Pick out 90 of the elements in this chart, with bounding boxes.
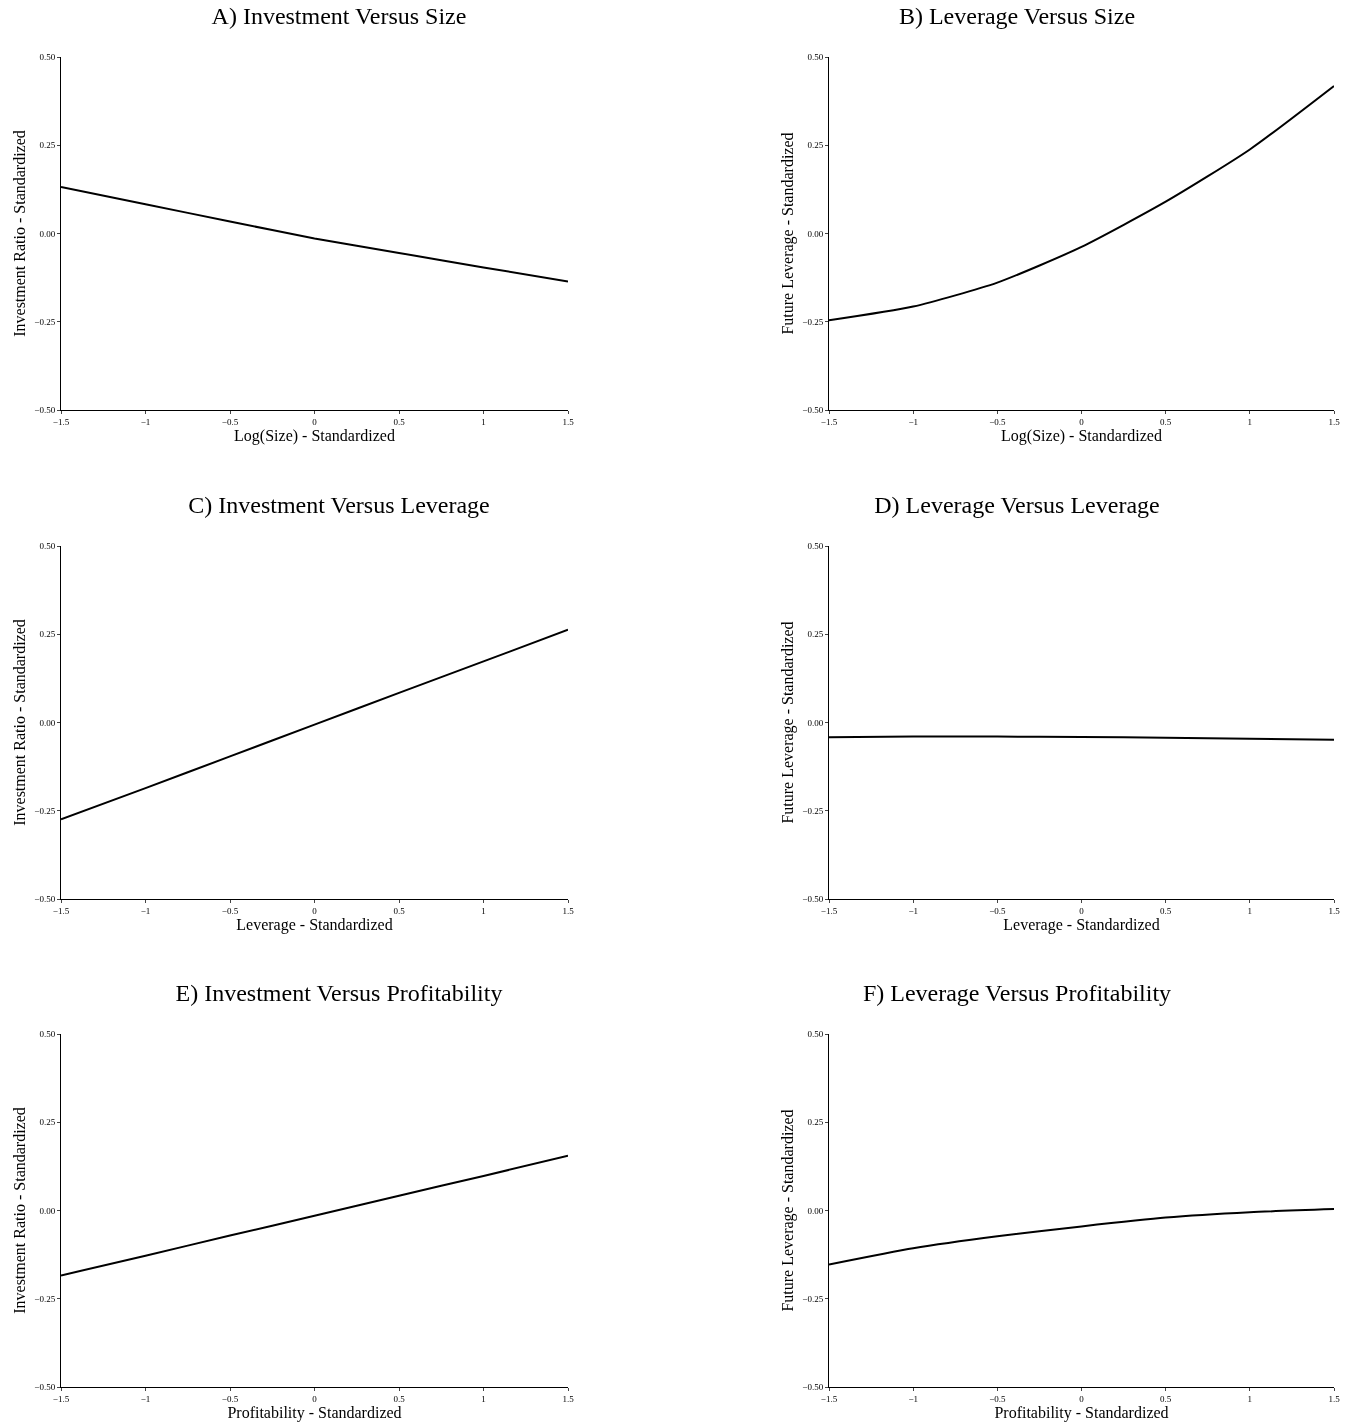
x-axis-title: Leverage - Standardized — [236, 915, 393, 934]
chart-title: E) Investment Versus Profitability — [175, 979, 503, 1006]
y-tick-label: −0.25 — [34, 1293, 56, 1304]
x-tick-label: −0.5 — [221, 416, 239, 427]
x-tick-label: −1 — [140, 905, 151, 916]
x-tick-label: 0 — [312, 416, 318, 427]
x-tick-label: 0 — [1079, 1393, 1085, 1404]
y-axis-title: Future Leverage - Standardized — [779, 1109, 798, 1312]
x-tick-label: 0.5 — [393, 905, 406, 916]
x-tick-label: 0 — [312, 1393, 318, 1404]
y-tick-label: −0.50 — [802, 405, 824, 416]
y-tick-label: 0.50 — [39, 52, 56, 63]
x-tick-label: −1.5 — [52, 416, 70, 427]
x-tick-label: 1.5 — [1328, 416, 1341, 427]
y-tick-label: 0.00 — [807, 228, 824, 239]
chart-title: A) Investment Versus Size — [211, 2, 467, 29]
y-tick-label: 0.50 — [39, 541, 56, 552]
x-tick-label: 0 — [312, 905, 318, 916]
y-tick-label: 0.25 — [807, 1117, 824, 1128]
x-axis-title: Leverage - Standardized — [1003, 915, 1160, 934]
x-tick-label: −1.5 — [52, 1393, 70, 1404]
x-tick-label: 0 — [1079, 416, 1085, 427]
y-tick-label: 0.25 — [39, 629, 56, 640]
x-tick-label: 1 — [481, 905, 486, 916]
y-tick-label: 0.25 — [807, 629, 824, 640]
y-tick-label: −0.25 — [802, 1293, 824, 1304]
x-tick-label: 1.5 — [1328, 1393, 1341, 1404]
chart-title: C) Investment Versus Leverage — [188, 491, 490, 518]
x-tick-label: 1 — [1247, 1393, 1253, 1404]
x-axis-title: Profitability - Standardized — [227, 1403, 402, 1422]
y-tick-label: 0.00 — [807, 717, 824, 728]
x-tick-label: −1.5 — [820, 416, 838, 427]
y-tick-label: 0.50 — [807, 1029, 824, 1040]
y-axis-title: Investment Ratio - Standardized — [11, 619, 29, 826]
y-tick-label: 0.50 — [807, 52, 824, 63]
y-tick-label: 0.00 — [39, 1205, 56, 1216]
y-axis-title: Investment Ratio - Standardized — [11, 1107, 29, 1314]
x-tick-label: 0.5 — [1160, 416, 1172, 427]
y-tick-label: 0.00 — [39, 717, 56, 728]
x-tick-label: 1 — [481, 1393, 486, 1404]
y-tick-label: −0.50 — [802, 1382, 824, 1393]
y-tick-label: −0.50 — [802, 894, 824, 905]
y-tick-label: 0.25 — [807, 140, 824, 151]
y-tick-label: 0.50 — [39, 1029, 56, 1040]
x-tick-label: −0.5 — [221, 905, 239, 916]
y-tick-label: 0.00 — [39, 228, 56, 239]
x-tick-label: 0.5 — [1160, 905, 1172, 916]
x-tick-label: −1 — [908, 416, 918, 427]
chart-title: D) Leverage Versus Leverage — [874, 491, 1160, 518]
x-tick-label: 1.5 — [562, 905, 575, 916]
y-tick-label: −0.25 — [802, 805, 824, 816]
y-tick-label: 0.25 — [39, 1117, 56, 1128]
y-tick-label: 0.50 — [807, 541, 824, 552]
x-tick-label: −1 — [140, 416, 151, 427]
y-tick-label: −0.25 — [34, 316, 56, 327]
x-tick-label: 1.5 — [562, 1393, 575, 1404]
x-tick-label: 0.5 — [1160, 1393, 1172, 1404]
y-tick-label: 0.25 — [39, 140, 56, 151]
x-tick-label: −0.5 — [989, 416, 1006, 427]
x-tick-label: 0.5 — [393, 1393, 406, 1404]
x-tick-label: 1 — [1247, 905, 1253, 916]
x-tick-label: −1.5 — [820, 905, 838, 916]
x-tick-label: −1 — [908, 1393, 918, 1404]
x-axis-title: Profitability - Standardized — [994, 1403, 1169, 1422]
y-tick-label: −0.25 — [34, 805, 56, 816]
y-tick-label: −0.25 — [802, 316, 824, 327]
y-axis-title: Future Leverage - Standardized — [779, 132, 798, 335]
y-axis-title: Investment Ratio - Standardized — [11, 130, 29, 337]
x-tick-label: 1.5 — [562, 416, 575, 427]
x-tick-label: −1 — [908, 905, 918, 916]
x-tick-label: −0.5 — [989, 905, 1006, 916]
x-tick-label: −1 — [140, 1393, 151, 1404]
y-tick-label: 0.00 — [807, 1205, 824, 1216]
x-tick-label: 1.5 — [1328, 905, 1341, 916]
x-tick-label: 0.5 — [393, 416, 406, 427]
chart-title: B) Leverage Versus Size — [898, 2, 1136, 29]
x-tick-label: −1.5 — [820, 1393, 838, 1404]
x-tick-label: −0.5 — [221, 1393, 239, 1404]
y-tick-label: −0.50 — [34, 1382, 56, 1393]
y-tick-label: −0.50 — [34, 894, 56, 905]
x-axis-title: Log(Size) - Standardized — [1001, 426, 1162, 445]
x-tick-label: −1.5 — [52, 905, 70, 916]
x-axis-title: Log(Size) - Standardized — [234, 426, 395, 445]
x-tick-label: −0.5 — [989, 1393, 1006, 1404]
x-tick-label: 1 — [481, 416, 486, 427]
y-tick-label: −0.50 — [34, 405, 56, 416]
x-tick-label: 1 — [1247, 416, 1253, 427]
x-tick-label: 0 — [1079, 905, 1085, 916]
y-axis-title: Future Leverage - Standardized — [779, 621, 798, 824]
chart-title: F) Leverage Versus Profitability — [862, 979, 1172, 1006]
